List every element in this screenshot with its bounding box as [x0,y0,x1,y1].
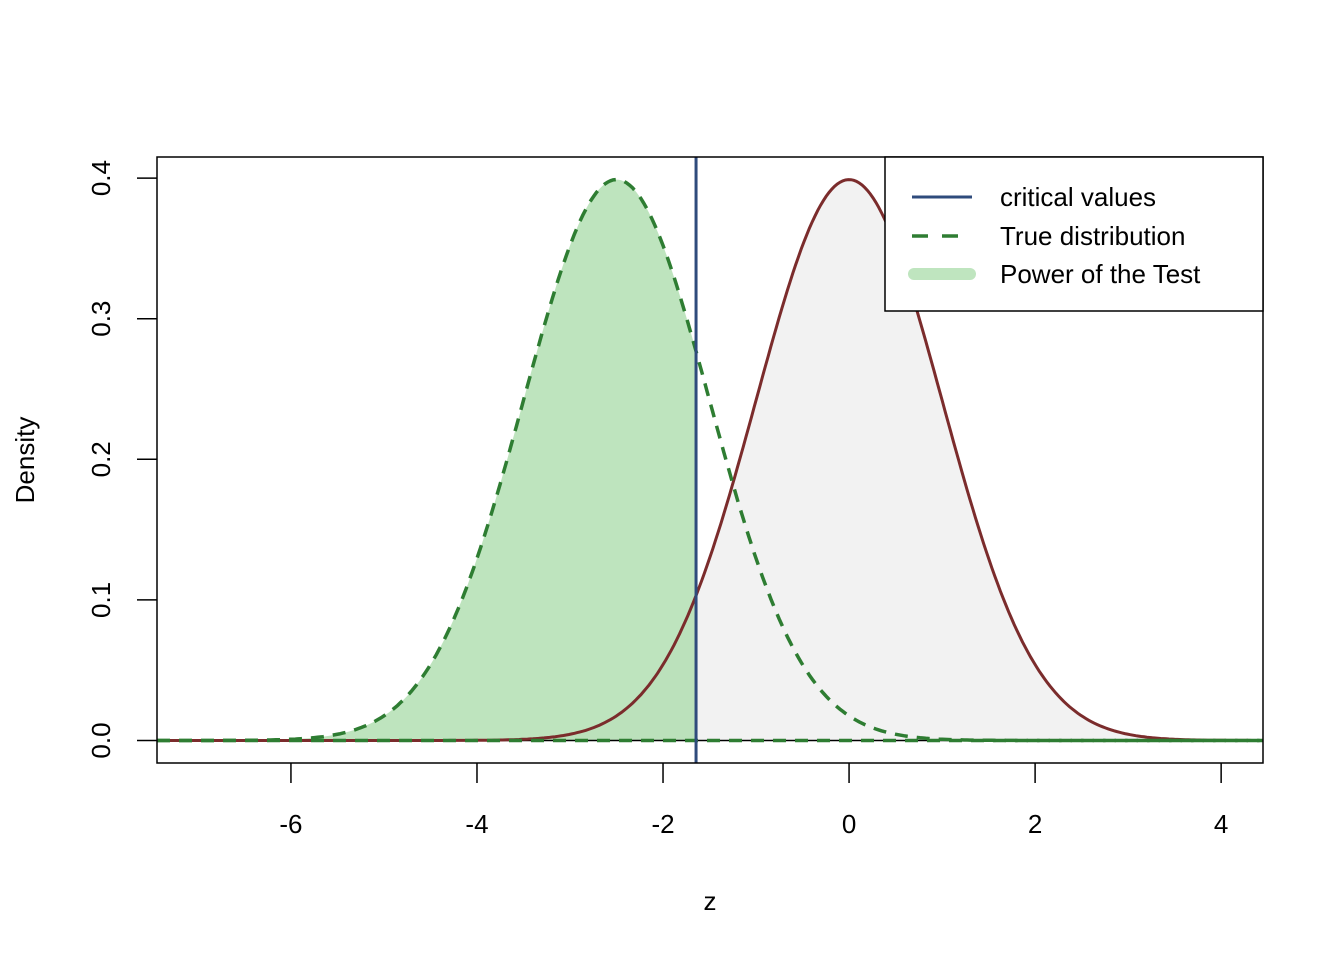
x-tick-label: -6 [279,809,302,839]
power-shaded-area [157,179,697,741]
y-tick-label: 0.4 [86,160,116,196]
legend-critical-values-label: critical values [1000,182,1156,212]
y-tick-label: 0.3 [86,301,116,337]
x-tick-label: 4 [1214,809,1228,839]
legend: critical values True distribution Power … [884,156,1264,312]
x-tick-label: -2 [651,809,674,839]
null-distribution-fill [157,179,1263,741]
x-tick-label: 2 [1028,809,1042,839]
x-tick-label: -4 [465,809,488,839]
legend-true-distribution-label: True distribution [1000,221,1185,251]
legend-box [884,156,1264,312]
y-tick-label: 0.0 [86,722,116,758]
x-tick-label: 0 [842,809,856,839]
y-axis: 0.0 0.1 0.2 0.3 0.4 [86,160,157,759]
y-axis-label: Density [10,417,40,504]
plot-area [157,157,1263,763]
legend-power-label: Power of the Test [1000,259,1201,289]
x-axis-label: z [704,886,717,916]
y-tick-label: 0.1 [86,582,116,618]
y-tick-label: 0.2 [86,441,116,477]
true-distribution-curve [157,177,1263,743]
x-axis: -6 -4 -2 0 2 4 [279,763,1228,839]
